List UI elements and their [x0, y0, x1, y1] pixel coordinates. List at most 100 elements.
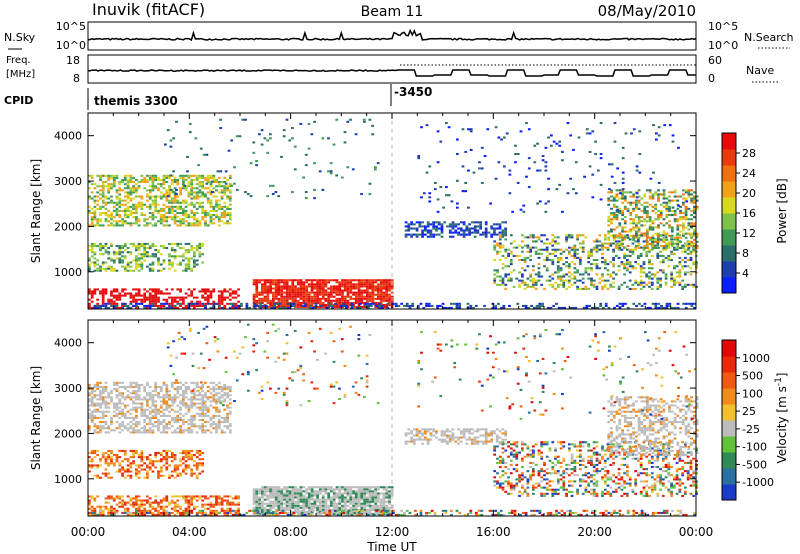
- echo-cell: [304, 153, 308, 156]
- echo-cell: [579, 287, 582, 290]
- echo-cell: [269, 285, 272, 288]
- echo-cell: [217, 296, 221, 299]
- echo-cell: [184, 501, 188, 504]
- echo-cell: [198, 222, 202, 225]
- echo-cell: [519, 208, 523, 211]
- echo-cell: [291, 293, 295, 296]
- echo-cell: [157, 392, 160, 395]
- echo-cell: [554, 236, 557, 239]
- echo-cell: [498, 259, 502, 262]
- echo-cell: [198, 205, 202, 208]
- echo-cell: [118, 456, 122, 459]
- echo-cell: [667, 246, 671, 249]
- echo-cell: [154, 404, 158, 407]
- echo-cell: [173, 214, 177, 217]
- echo-cell: [190, 209, 194, 212]
- echo-cell: [428, 200, 432, 203]
- echo-cell: [324, 299, 328, 302]
- echo-cell: [96, 398, 100, 401]
- echo-cell: [504, 250, 508, 253]
- echo-cell: [269, 279, 272, 282]
- echo-cell: [184, 306, 188, 309]
- echo-cell: [665, 201, 669, 204]
- echo-cell: [140, 242, 144, 245]
- echo-cell: [162, 179, 166, 182]
- echo-cell: [104, 195, 108, 198]
- echo-cell: [673, 279, 676, 282]
- echo-cell: [140, 505, 144, 508]
- echo-cell: [291, 297, 295, 300]
- echo-cell: [386, 302, 390, 305]
- echo-cell: [335, 281, 339, 284]
- echo-cell: [354, 133, 358, 136]
- echo-cell: [159, 511, 163, 514]
- echo-cell: [198, 224, 202, 227]
- echo-cell: [527, 157, 531, 160]
- echo-cell: [159, 513, 163, 516]
- echo-cell: [170, 207, 174, 210]
- echo-cell: [157, 419, 160, 422]
- echo-cell: [201, 245, 205, 248]
- echo-cell: [599, 157, 603, 160]
- echo-cell: [93, 396, 97, 399]
- echo-cell: [187, 181, 191, 184]
- echo-cell: [132, 205, 135, 208]
- echo-cell: [187, 214, 191, 217]
- echo-cell: [495, 227, 499, 230]
- echo-cell: [687, 247, 691, 250]
- echo-cell: [261, 293, 264, 296]
- echo-cell: [521, 273, 524, 276]
- echo-cell: [179, 205, 182, 208]
- echo-cell: [668, 302, 672, 305]
- echo-cell: [590, 281, 593, 284]
- echo-cell: [132, 304, 135, 307]
- echo-cell: [496, 271, 499, 274]
- echo-cell: [305, 279, 308, 282]
- echo-cell: [654, 191, 658, 194]
- echo-cell: [107, 300, 111, 303]
- echo-cell: [107, 253, 111, 256]
- echo-cell: [354, 297, 358, 300]
- echo-cell: [249, 195, 253, 198]
- echo-cell: [324, 279, 328, 282]
- echo-cell: [176, 404, 180, 407]
- echo-cell: [303, 304, 307, 307]
- echo-cell: [110, 419, 113, 422]
- echo-cell: [404, 229, 408, 232]
- echo-cell: [635, 245, 638, 248]
- echo-cell: [217, 216, 221, 219]
- echo-cell: [670, 214, 674, 217]
- echo-cell: [324, 293, 328, 296]
- echo-cell: [184, 296, 188, 299]
- echo-cell: [90, 300, 94, 303]
- echo-cell: [521, 259, 524, 262]
- echo-cell: [215, 410, 218, 413]
- echo-cell: [521, 279, 524, 282]
- echo-cell: [612, 281, 615, 284]
- echo-cell: [269, 301, 272, 304]
- echo-cell: [682, 224, 685, 227]
- echo-cell: [126, 261, 130, 264]
- echo-cell: [135, 414, 138, 417]
- echo-cell: [190, 174, 194, 177]
- echo-cell: [201, 253, 205, 256]
- echo-cell: [126, 181, 130, 184]
- echo-cell: [198, 414, 202, 417]
- echo-cell: [121, 218, 124, 221]
- echo-cell: [621, 226, 624, 229]
- echo-cell: [316, 287, 319, 290]
- echo-cell: [126, 464, 130, 467]
- echo-cell: [209, 220, 213, 223]
- echo-cell: [679, 195, 682, 198]
- echo-cell: [190, 499, 194, 502]
- echo-cell: [659, 214, 663, 217]
- echo-cell: [170, 212, 174, 215]
- echo-cell: [101, 224, 105, 227]
- echo-cell: [679, 218, 682, 221]
- echo-cell: [215, 214, 218, 217]
- echo-cell: [687, 302, 691, 305]
- echo-cell: [93, 216, 97, 219]
- echo-cell: [204, 292, 207, 295]
- echo-cell: [599, 183, 603, 186]
- echo-cell: [204, 503, 207, 506]
